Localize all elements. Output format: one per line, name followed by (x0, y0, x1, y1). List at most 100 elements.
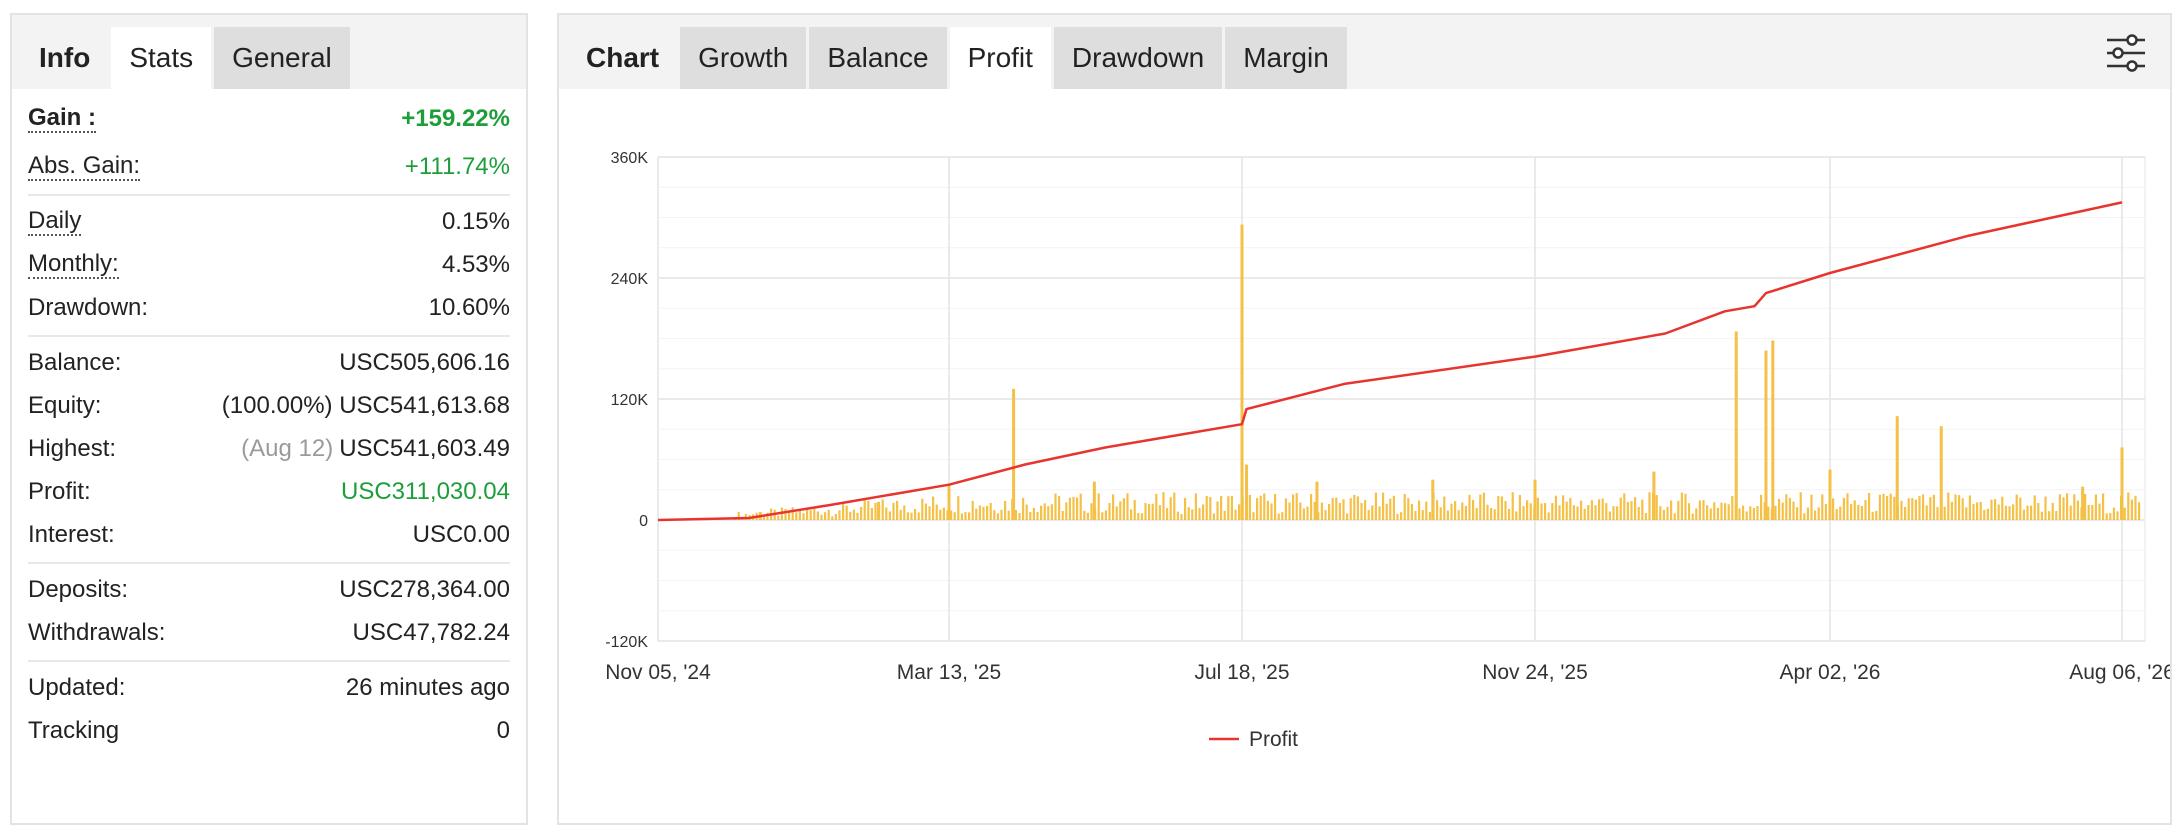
daily-bar-texture (1968, 495, 1971, 520)
daily-bar-texture (1490, 508, 1493, 520)
daily-profit-bar[interactable] (1012, 388, 1016, 520)
chart-legend[interactable]: Profit (1209, 728, 1298, 751)
interest-row: Interest: USC0.00 (28, 513, 510, 556)
monthly-label[interactable]: Monthly: (28, 249, 119, 279)
daily-bar-texture (1256, 498, 1259, 520)
daily-bar-texture (1371, 505, 1374, 520)
grid (657, 156, 2146, 642)
tab-stats[interactable]: Stats (111, 27, 212, 89)
daily-profit-bar[interactable] (1240, 224, 1244, 520)
daily-bar-texture (1587, 504, 1590, 520)
daily-bar-texture (978, 505, 981, 520)
withdrawals-row: Withdrawals: USC47,782.24 (28, 611, 510, 654)
daily-bar-texture (1882, 493, 1885, 520)
daily-bar-texture (1486, 504, 1489, 520)
daily-bar-texture (1126, 493, 1129, 520)
y-tick-label: 240K (611, 271, 649, 288)
daily-profit-bar[interactable] (1315, 481, 1319, 520)
daily-bar-texture (921, 498, 924, 520)
daily-profit-bar[interactable] (1431, 479, 1435, 520)
daily-bar-texture (1508, 508, 1511, 520)
daily-bar-texture (1983, 509, 1986, 520)
daily-profit-bar[interactable] (1828, 469, 1832, 520)
daily-bar-texture (1209, 496, 1212, 520)
daily-profit-bar[interactable] (1245, 464, 1249, 520)
daily-bar-texture (957, 496, 960, 520)
daily-bar-texture (1544, 503, 1547, 520)
daily-bar-texture (842, 502, 845, 520)
tab-growth[interactable]: Growth (680, 27, 807, 89)
rates-section: Daily 0.15% Monthly: 4.53% Drawdown: 10.… (28, 196, 510, 337)
profit-chart[interactable]: -120K 0 120K 240K 360K Nov 05, '24 Mar 13, '2… (559, 89, 2175, 823)
drawdown-value: 10.60% (428, 293, 510, 321)
tab-balance[interactable]: Balance (809, 27, 947, 89)
daily-bar-texture (1194, 493, 1197, 520)
daily-bar-texture (1911, 498, 1914, 520)
profit-line[interactable] (657, 201, 2123, 522)
daily-profit-bar[interactable] (2120, 447, 2124, 520)
daily-bar-texture (1515, 511, 1518, 520)
daily-profit-bar[interactable] (1092, 481, 1096, 520)
daily-bar-texture (1986, 508, 1989, 520)
daily-value: 0.15% (441, 207, 510, 235)
daily-bar-texture (2062, 497, 2065, 520)
daily-bar-texture (2102, 493, 2105, 520)
daily-bar-texture (1749, 506, 1752, 520)
daily-bar-texture (1464, 505, 1467, 520)
daily-bar-texture (1353, 495, 1356, 520)
daily-bar-texture (1346, 513, 1349, 520)
daily-bar-texture (1364, 500, 1367, 520)
tab-drawdown[interactable]: Drawdown (1053, 27, 1223, 89)
daily-bar-texture (982, 506, 985, 520)
daily-bar-texture (1238, 504, 1241, 520)
legend-label-profit[interactable]: Profit (1249, 728, 1298, 751)
daily-bar-texture (2105, 513, 2108, 520)
daily-bar-texture (1684, 493, 1687, 520)
cashflow-section: Deposits: USC278,364.00 Withdrawals: USC… (28, 564, 510, 662)
daily-bar-texture (1382, 492, 1385, 520)
daily-label[interactable]: Daily (28, 206, 82, 236)
daily-bar-texture (1965, 507, 1968, 520)
daily-bar-texture (975, 508, 978, 520)
tab-chart[interactable]: Chart (568, 27, 678, 89)
profit-line-group (657, 201, 2123, 522)
daily-bar-texture (1673, 513, 1676, 520)
daily-profit-bar[interactable] (1939, 426, 1943, 520)
daily-profit-bar[interactable] (1533, 479, 1537, 520)
sliders-icon[interactable] (2104, 31, 2148, 75)
daily-bar-texture (1025, 504, 1028, 520)
daily-profit-bar[interactable] (1734, 331, 1738, 520)
daily-profit-bar[interactable] (1652, 471, 1656, 520)
daily-bar-texture (996, 513, 999, 520)
daily-bar-texture (1400, 512, 1403, 520)
daily-profit-bar[interactable] (2081, 486, 2085, 520)
tab-profit[interactable]: Profit (949, 27, 1051, 89)
daily-bar-texture (1954, 494, 1957, 520)
tab-general[interactable]: General (214, 27, 350, 89)
daily-bar-texture (1439, 507, 1442, 520)
daily-bar-texture (917, 512, 920, 520)
left-tabbar: Info Stats General (12, 15, 526, 89)
daily-bar-texture (1774, 505, 1777, 520)
highest-label: Highest: (28, 434, 117, 462)
daily-profit-bar[interactable] (1895, 416, 1899, 520)
daily-bar-texture (2069, 505, 2072, 520)
daily-bar-texture (1536, 497, 1539, 520)
daily-bar-texture (1616, 506, 1619, 520)
abs-gain-label[interactable]: Abs. Gain: (28, 151, 141, 181)
daily-profit-bar[interactable] (1764, 350, 1768, 520)
y-tick-label: 0 (639, 513, 648, 530)
daily-bar-texture (1565, 501, 1568, 520)
gain-label[interactable]: Gain : (28, 104, 97, 133)
daily-profit-bar[interactable] (947, 484, 951, 520)
daily-profit-bar[interactable] (877, 501, 881, 520)
tab-margin[interactable]: Margin (1225, 27, 1347, 89)
daily-bar-texture (1367, 510, 1370, 520)
daily-bar-texture (852, 509, 855, 520)
tab-info[interactable]: Info (21, 27, 109, 89)
daily-bar-texture (1904, 506, 1907, 520)
daily-bar-texture (1950, 501, 1953, 520)
daily-bar-texture (1572, 505, 1575, 520)
daily-bar-texture (1943, 506, 1946, 520)
daily-profit-bar[interactable] (1771, 340, 1775, 520)
